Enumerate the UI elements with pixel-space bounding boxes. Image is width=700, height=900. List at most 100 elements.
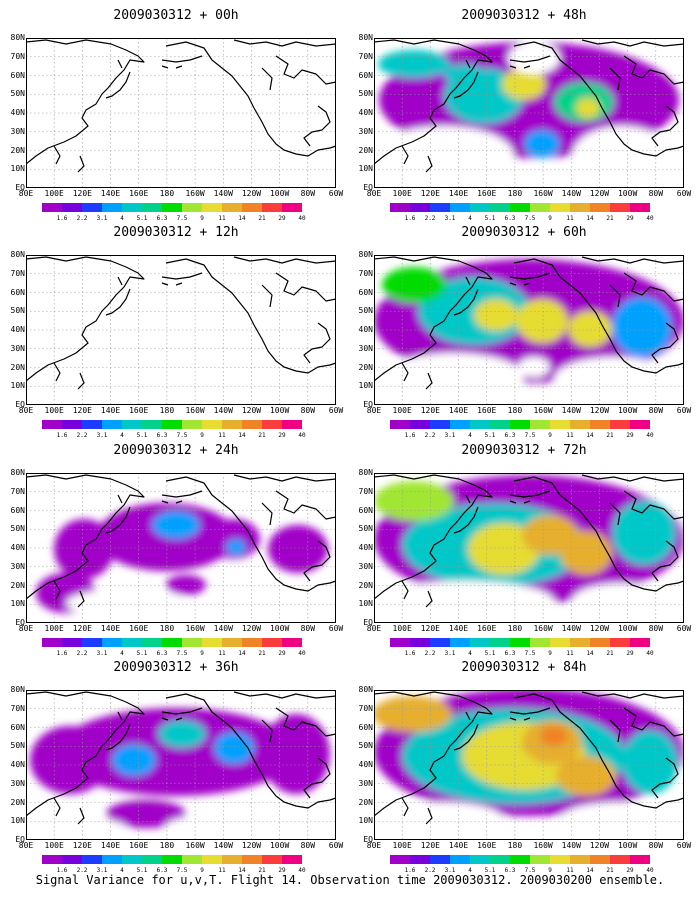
north-america-coastline [513,476,684,592]
longitude-label: 140W [213,624,233,633]
colorbar-label: 1.6 [404,432,416,439]
colorbar-swatch [630,203,650,212]
latitude-label: 40N [358,760,373,769]
colorbar-swatch [510,420,530,429]
low-variance-area [384,353,524,401]
colorbar-swatch [490,203,510,212]
colorbar-label: 21 [258,215,266,222]
signal-variance-map: 80N 70N 60N 50N 40N 30N 20N 10N EQ 80E 100E 120E 140… [11,251,344,415]
asia-coastline [374,256,493,382]
latitude-label: EQ [363,835,373,844]
low-variance-area [518,357,550,377]
low-variance-area [26,816,126,840]
colorbar-swatch [410,420,430,429]
colorbar-swatch [222,855,242,864]
colorbar-swatch [430,203,450,212]
colorbar-label: 29 [278,867,286,874]
panel-title: 2009030312 + 60h [461,225,587,240]
kamchatka-japan-coast [105,276,131,316]
colorbar-label: 14 [586,650,594,657]
colorbar-swatch [450,420,470,429]
longitude-label: 120W [589,189,610,198]
colorbar-label: 40 [646,650,654,657]
colorbar-swatch [42,855,62,864]
longitude-label: 60W [328,841,344,850]
latitude-label: 30N [358,126,373,136]
latitude-label: 20N [10,797,25,807]
latitude-label: 60N [358,505,373,515]
colorbar-labels: 1.6 2.2 3.1 4 5.1 6.3 7.5 9 11 14 21 29 40 [42,433,306,441]
colorbar-label: 40 [298,650,306,657]
colorbar-swatch [142,203,162,212]
colorbar-label: 5.1 [136,867,148,874]
colorbar-swatch [242,638,262,647]
latitude-label: 50N [358,306,373,316]
signal-variance-map: 80N 70N 60N 50N 40N 30N 20N 10N EQ 80E 100E 120E 140… [359,686,692,850]
colorbar-swatch [610,203,630,212]
low-variance-area [26,38,336,188]
latitude-label: EQ [363,183,373,192]
colorbar-labels: 1.6 2.2 3.1 4 5.1 6.3 7.5 9 11 14 21 29 40 [390,215,654,224]
latitude-label: 10N [10,816,25,826]
longitude-label: 160W [533,406,553,415]
colorbar-label: 5.1 [484,867,496,874]
east-coast [303,105,331,147]
colorbar-label: 5.1 [484,215,496,222]
colorbar-label: 21 [258,650,266,657]
longitude-label: 160E [477,624,497,633]
colorbar-swatch [42,638,62,647]
latitude-label: 30N [358,778,373,788]
colorbar-swatch [530,638,550,647]
colorbar-swatch [530,855,550,864]
longitude-label: 120E [72,841,92,850]
colorbar-label: 14 [586,215,594,222]
colorbar-swatch [410,203,430,212]
latitude-label: 40N [358,325,373,334]
longitude-label: 160W [185,189,205,198]
colorbar-swatch [430,420,450,429]
latitude-label: 60N [358,287,373,297]
latitude-label: 60N [10,70,25,80]
latitude-label: 40N [358,543,373,552]
longitude-label: 180 [507,624,523,633]
latitude-label: EQ [15,183,25,192]
colorbar-swatch [122,855,142,864]
colorbar-label: 1.6 [56,650,68,657]
longitude-label: 120W [241,624,262,633]
longitude-label: 60W [328,624,344,633]
arctic-coastline [161,256,336,280]
arctic-coastline [161,474,336,498]
variance-contour [540,726,568,746]
low-variance-area [26,255,336,405]
variance-contour [502,68,546,100]
longitude-label: 80E [366,189,382,198]
colorbar-swatch [282,203,302,212]
longitude-label: 160E [477,189,497,198]
longitude-label: 60W [328,189,344,198]
colorbar-label: 7.5 [176,650,188,657]
low-variance-area [384,802,504,838]
latitude-label: 80N [10,685,25,694]
colorbar-label: 3.1 [96,867,108,874]
longitude-label: 100E [44,406,64,415]
kamchatka-japan-coast [453,276,479,316]
colorbar [42,638,302,647]
longitude-label: 120E [420,406,440,415]
longitude-label: 100W [269,189,290,198]
longitude-label: 100W [617,841,638,850]
longitude-label: 60W [676,189,692,198]
variance-contour [268,525,328,573]
longitude-label: 60W [676,406,692,415]
latitude-label: 80N [358,468,373,477]
colorbar-label: 9 [548,650,552,657]
longitude-label: 140W [213,841,233,850]
latitude-label: 70N [10,51,25,61]
colorbar-swatch [570,420,590,429]
colorbar-label: 4 [468,867,472,874]
colorbar-label: 2.2 [424,867,436,874]
latitude-label: 70N [358,51,373,61]
forecast-panel: 2009030312 + 60h 80N 70N 60N 50N 40N 30N 20N 10N… [354,225,694,439]
east-coast [651,540,679,582]
colorbar-swatch [590,420,610,429]
colorbar-label: 21 [606,867,614,874]
